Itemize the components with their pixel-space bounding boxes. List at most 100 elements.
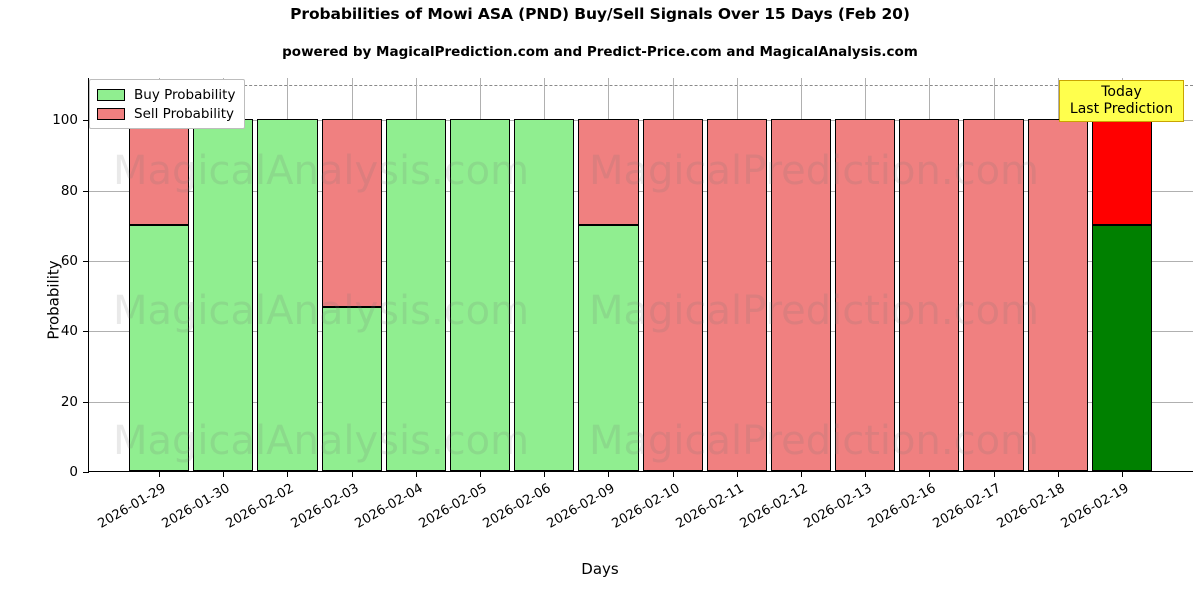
x-tick bbox=[223, 471, 225, 477]
x-tick-label: 2026-02-18 bbox=[994, 481, 1068, 532]
y-tick bbox=[83, 331, 89, 333]
gridline-h bbox=[89, 331, 1193, 333]
today-annotation-line2: Last Prediction bbox=[1069, 100, 1174, 117]
bar-column[interactable] bbox=[899, 78, 960, 471]
bar-column[interactable] bbox=[257, 78, 318, 471]
legend-item-buy[interactable]: Buy Probability bbox=[97, 85, 235, 104]
y-tick bbox=[83, 401, 89, 403]
bar-segment-sell bbox=[1091, 119, 1152, 225]
y-tick-label: 40 bbox=[60, 323, 78, 340]
bar-segment-buy bbox=[385, 119, 446, 471]
x-tick-label: 2026-02-04 bbox=[352, 481, 426, 532]
bar-column[interactable] bbox=[321, 78, 382, 471]
bar-column[interactable] bbox=[642, 78, 703, 471]
x-tick-label: 2026-02-19 bbox=[1058, 481, 1132, 532]
x-tick bbox=[480, 471, 482, 477]
legend-swatch-buy bbox=[97, 88, 125, 101]
bar-column[interactable] bbox=[385, 78, 446, 471]
chart-legend: Buy Probability Sell Probability bbox=[89, 79, 246, 129]
x-tick-label: 2026-02-12 bbox=[737, 481, 811, 532]
x-tick-label: 2026-02-03 bbox=[288, 481, 362, 532]
bar-segment-sell bbox=[963, 119, 1024, 471]
reference-line bbox=[89, 85, 1193, 87]
bar-column[interactable] bbox=[449, 78, 511, 471]
plot-area: MagicalAnalysis.comMagicalAnalysis.comMa… bbox=[52, 78, 1193, 532]
bar-segment-sell bbox=[642, 119, 703, 471]
bar-column[interactable] bbox=[706, 78, 767, 471]
bar-column-today[interactable] bbox=[1091, 78, 1152, 471]
x-tick-label: 2026-02-09 bbox=[544, 481, 618, 532]
bar-segment-buy bbox=[1091, 224, 1152, 471]
x-tick-label: 2026-02-10 bbox=[609, 481, 683, 532]
bar-segment-sell bbox=[129, 119, 190, 225]
x-tick-label: 2026-02-13 bbox=[801, 481, 875, 532]
x-tick bbox=[544, 471, 546, 477]
x-axis-title: Days bbox=[581, 560, 619, 578]
y-tick-label: 100 bbox=[52, 112, 78, 129]
chart-title: Probabilities of Mowi ASA (PND) Buy/Sell… bbox=[290, 5, 910, 23]
x-tick bbox=[159, 471, 161, 477]
x-tick-label: 2026-01-30 bbox=[159, 481, 233, 532]
bar-column[interactable] bbox=[963, 78, 1024, 471]
y-tick bbox=[83, 472, 89, 473]
bar-segment-sell bbox=[1027, 119, 1088, 471]
gridline-h bbox=[89, 120, 1193, 122]
bar-segment-buy bbox=[449, 119, 511, 471]
bar-column[interactable] bbox=[578, 78, 639, 471]
bar-segment-sell bbox=[706, 119, 767, 471]
bar-segment-sell bbox=[770, 119, 832, 471]
x-tick bbox=[415, 471, 417, 477]
bar-series-layer bbox=[89, 78, 1193, 471]
legend-label-sell: Sell Probability bbox=[134, 105, 235, 122]
x-tick-label: 2026-02-02 bbox=[224, 481, 297, 532]
x-tick bbox=[1121, 471, 1123, 477]
bar-segment-sell bbox=[899, 119, 960, 471]
legend-item-sell[interactable]: Sell Probability bbox=[97, 104, 235, 123]
bar-segment-buy bbox=[257, 119, 318, 471]
y-tick bbox=[83, 120, 89, 122]
bar-column[interactable] bbox=[193, 78, 254, 471]
bar-column[interactable] bbox=[835, 78, 896, 471]
x-tick-label: 2026-02-05 bbox=[416, 481, 490, 532]
x-tick bbox=[929, 471, 931, 477]
x-tick bbox=[608, 471, 610, 477]
y-tick bbox=[83, 260, 89, 262]
x-tick bbox=[1057, 471, 1059, 477]
x-tick-label: 2026-02-11 bbox=[673, 481, 747, 532]
x-tick bbox=[351, 471, 353, 477]
gridline-h bbox=[89, 401, 1193, 403]
x-tick-label: 2026-01-29 bbox=[95, 481, 169, 532]
x-tick bbox=[993, 471, 995, 477]
bar-segment-buy bbox=[321, 306, 382, 471]
legend-label-buy: Buy Probability bbox=[134, 86, 236, 103]
y-tick-label: 60 bbox=[60, 252, 78, 269]
y-tick-label: 80 bbox=[60, 182, 78, 199]
x-tick bbox=[287, 471, 289, 477]
bar-segment-buy bbox=[578, 224, 639, 471]
bar-segment-sell bbox=[578, 119, 639, 225]
bar-segment-buy bbox=[514, 119, 575, 471]
bar-segment-buy bbox=[193, 119, 254, 471]
x-tick-label: 2026-02-06 bbox=[480, 481, 554, 532]
bar-segment-sell bbox=[321, 119, 382, 307]
chart-subtitle: powered by MagicalPrediction.com and Pre… bbox=[282, 44, 918, 60]
x-tick-label: 2026-02-17 bbox=[930, 481, 1004, 532]
x-tick bbox=[672, 471, 674, 477]
gridline-h bbox=[89, 190, 1193, 192]
y-tick-label: 0 bbox=[69, 464, 78, 480]
x-tick bbox=[865, 471, 867, 477]
bar-column[interactable] bbox=[129, 78, 190, 471]
legend-swatch-sell bbox=[97, 107, 125, 120]
bar-column[interactable] bbox=[770, 78, 832, 471]
bar-segment-buy bbox=[129, 224, 190, 471]
x-tick bbox=[800, 471, 802, 477]
today-annotation-line1: Today bbox=[1101, 84, 1142, 100]
x-tick bbox=[736, 471, 738, 477]
bar-column[interactable] bbox=[514, 78, 575, 471]
y-tick-label: 20 bbox=[60, 393, 78, 410]
bar-column[interactable] bbox=[1027, 78, 1088, 471]
gridline-h bbox=[89, 260, 1193, 262]
plot-inner: MagicalAnalysis.comMagicalAnalysis.comMa… bbox=[89, 78, 1193, 471]
y-tick bbox=[83, 190, 89, 192]
